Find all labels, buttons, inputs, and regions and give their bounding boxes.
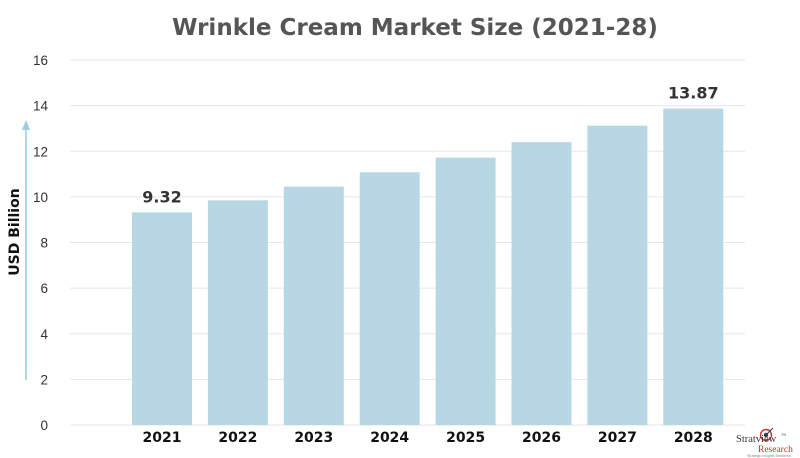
x-tick-label: 2021 xyxy=(143,430,182,446)
logo-name: Stratview xyxy=(736,434,777,445)
y-axis-ticks: 0 2 4 6 8 10 12 14 16 xyxy=(33,53,49,433)
x-tick-label: 2025 xyxy=(446,430,485,446)
x-tick-label: 2022 xyxy=(218,430,257,446)
bar xyxy=(511,142,572,425)
y-axis-arrow-head xyxy=(22,120,30,130)
logo-trademark: ™ xyxy=(781,433,786,439)
y-tick-label: 8 xyxy=(40,236,48,251)
bar xyxy=(435,157,496,425)
bar xyxy=(663,108,724,425)
y-tick-label: 10 xyxy=(33,190,48,205)
x-tick-label: 2024 xyxy=(370,430,409,446)
y-tick-label: 16 xyxy=(33,53,48,68)
logo-target-icon xyxy=(759,427,774,442)
bar xyxy=(132,212,192,425)
y-tick-label: 4 xyxy=(40,327,48,342)
data-label: 9.32 xyxy=(142,187,181,206)
bar xyxy=(207,200,268,425)
data-labels: 9.32 13.87 xyxy=(142,84,718,207)
y-tick-label: 12 xyxy=(33,144,48,159)
bar xyxy=(359,172,420,425)
data-label: 13.87 xyxy=(668,84,719,103)
x-tick-label: 2023 xyxy=(294,430,333,446)
x-tick-label: 2027 xyxy=(598,430,637,446)
logo-research: Research xyxy=(758,445,793,455)
stratview-logo: Stratview ™ Research Strategic Insights … xyxy=(736,427,793,458)
y-tick-label: 14 xyxy=(33,99,49,114)
y-tick-label: 0 xyxy=(40,418,48,433)
y-axis-label: USD Billion xyxy=(7,188,23,275)
logo-tagline: Strategic Insights Delivered xyxy=(747,454,791,458)
bar xyxy=(283,186,344,425)
x-tick-label: 2028 xyxy=(674,430,713,446)
bar xyxy=(587,125,648,425)
chart-title: Wrinkle Cream Market Size (2021-28) xyxy=(172,15,658,41)
bars xyxy=(132,108,724,425)
y-tick-label: 2 xyxy=(40,372,48,387)
y-tick-label: 6 xyxy=(40,281,48,296)
x-axis-ticks: 2021 2022 2023 2024 2025 2026 2027 2028 xyxy=(143,430,713,446)
x-tick-label: 2026 xyxy=(522,430,561,446)
